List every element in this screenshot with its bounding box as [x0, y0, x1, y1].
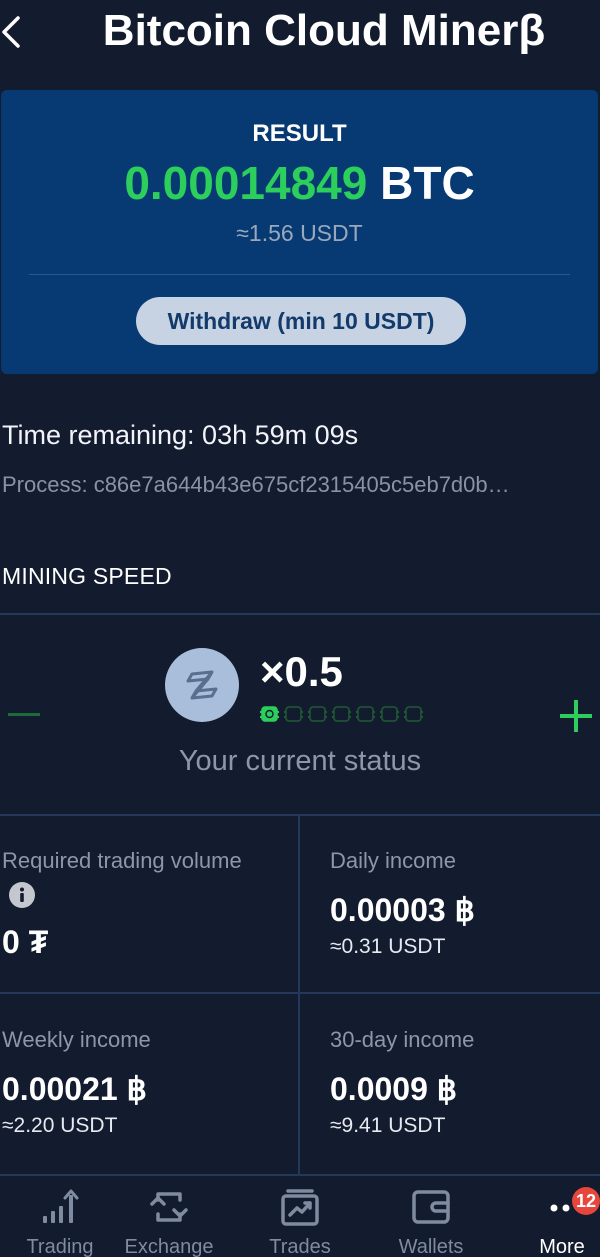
divider: [0, 992, 600, 994]
result-usdt-value: ≈1.56 USDT: [236, 220, 363, 246]
more-dots-icon: [550, 1204, 570, 1212]
wallet-icon: [412, 1190, 450, 1224]
tab-wallets[interactable]: Wallets: [371, 1176, 491, 1257]
increase-speed-button[interactable]: [560, 700, 592, 732]
tab-label: More: [539, 1236, 585, 1257]
withdraw-button[interactable]: Withdraw (min 10 USDT): [136, 297, 466, 345]
speed-level-indicator: [259, 704, 424, 724]
notification-badge: 12: [572, 1187, 600, 1215]
result-divider: [29, 274, 570, 275]
tab-exchange[interactable]: Exchange: [109, 1176, 229, 1257]
required-volume-value: 0 ₮: [2, 924, 49, 960]
exchange-icon: [150, 1192, 188, 1222]
grid-divider: [298, 816, 300, 1174]
tab-label: Wallets: [398, 1236, 464, 1257]
required-volume-label: Required trading volume: [2, 848, 242, 873]
mining-speed-title: MINING SPEED: [2, 563, 172, 589]
result-card: RESULT 0.00014849 BTC ≈1.56 USDT Withdra…: [1, 90, 598, 374]
level-dot-active-icon: [260, 706, 279, 722]
tab-label: Exchange: [124, 1236, 214, 1257]
level-dot-inactive-icon: [404, 706, 423, 722]
tab-more[interactable]: More: [502, 1176, 600, 1257]
level-dot-inactive-icon: [380, 706, 399, 722]
process-id: Process: c86e7a644b43e675cf2315405c5eb7d…: [2, 472, 510, 497]
monthly-income-label: 30-day income: [330, 1027, 475, 1052]
divider: [0, 613, 600, 615]
result-label: RESULT: [252, 120, 347, 147]
info-icon[interactable]: [9, 882, 35, 908]
decrease-speed-button[interactable]: [8, 713, 40, 716]
daily-income-value: 0.00003 ฿: [330, 892, 475, 928]
daily-income-usdt: ≈0.31 USDT: [330, 935, 446, 958]
level-dot-inactive-icon: [308, 706, 327, 722]
weekly-income-label: Weekly income: [2, 1027, 151, 1052]
monthly-income-usdt: ≈9.41 USDT: [330, 1114, 446, 1137]
bottom-tab-bar: Trading Exchange Trades: [0, 1174, 600, 1257]
level-dot-inactive-icon: [332, 706, 351, 722]
result-btc-value: 0.00014849: [124, 157, 368, 209]
time-remaining: Time remaining: 03h 59m 09s: [2, 420, 359, 450]
speed-level-icon: [165, 648, 239, 722]
result-currency: BTC: [380, 157, 475, 209]
daily-income-label: Daily income: [330, 848, 456, 873]
current-status-label: Your current status: [178, 745, 422, 777]
tab-trades[interactable]: Trades: [240, 1176, 360, 1257]
back-chevron-icon[interactable]: [0, 14, 26, 50]
tab-trading[interactable]: Trading: [0, 1176, 120, 1257]
page-title: Bitcoin Cloud Minerβ: [102, 6, 546, 55]
weekly-income-usdt: ≈2.20 USDT: [2, 1114, 118, 1137]
header: Bitcoin Cloud Minerβ: [0, 0, 600, 70]
level-dot-inactive-icon: [356, 706, 375, 722]
weekly-income-value: 0.00021 ฿: [2, 1071, 147, 1107]
chart-bars-icon: [43, 1189, 79, 1223]
monthly-income-value: 0.0009 ฿: [330, 1071, 458, 1107]
speed-multiplier: ×0.5: [260, 648, 343, 695]
tab-label: Trading: [26, 1236, 94, 1257]
level-dot-inactive-icon: [284, 706, 303, 722]
result-amount: 0.00014849 BTC: [1, 156, 598, 210]
trades-icon: [281, 1189, 319, 1226]
divider: [0, 814, 600, 816]
tab-label: Trades: [269, 1236, 331, 1257]
